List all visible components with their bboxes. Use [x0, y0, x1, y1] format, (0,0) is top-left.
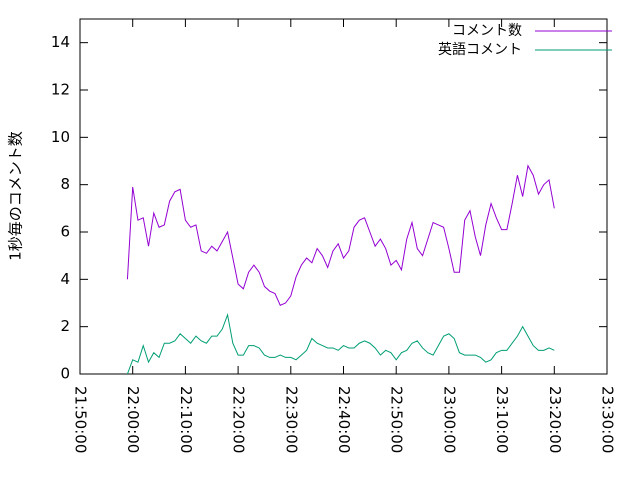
y-tick-label: 4 — [60, 270, 70, 288]
legend-label: コメント数 — [452, 23, 522, 39]
x-tick-label: 22:30:00 — [282, 386, 300, 453]
x-tick-label: 23:10:00 — [493, 386, 511, 453]
y-axis-label: 1秒毎のコメント数 — [7, 131, 25, 261]
x-tick-label: 23:20:00 — [546, 386, 564, 453]
series-line — [126, 164, 555, 307]
x-tick-label: 22:40:00 — [335, 386, 353, 453]
x-tick-label: 22:00:00 — [124, 386, 142, 453]
x-tick-label: 22:10:00 — [177, 386, 195, 453]
y-tick-label: 0 — [60, 365, 70, 383]
y-tick-label: 14 — [51, 33, 70, 51]
y-tick-label: 6 — [60, 223, 70, 241]
x-tick-label: 23:30:00 — [599, 386, 617, 453]
legend-label: 英語コメント — [438, 41, 522, 58]
x-tick-label: 22:20:00 — [230, 386, 248, 453]
series-line — [126, 312, 555, 375]
x-tick-label: 23:00:00 — [440, 386, 458, 453]
x-tick-label: 22:50:00 — [388, 386, 406, 453]
y-tick-label: 2 — [60, 317, 70, 335]
y-tick-label: 12 — [51, 81, 70, 99]
y-tick-label: 10 — [51, 128, 70, 146]
y-tick-label: 8 — [60, 175, 70, 193]
x-tick-label: 21:50:00 — [72, 386, 90, 453]
plot-frame — [79, 18, 608, 375]
